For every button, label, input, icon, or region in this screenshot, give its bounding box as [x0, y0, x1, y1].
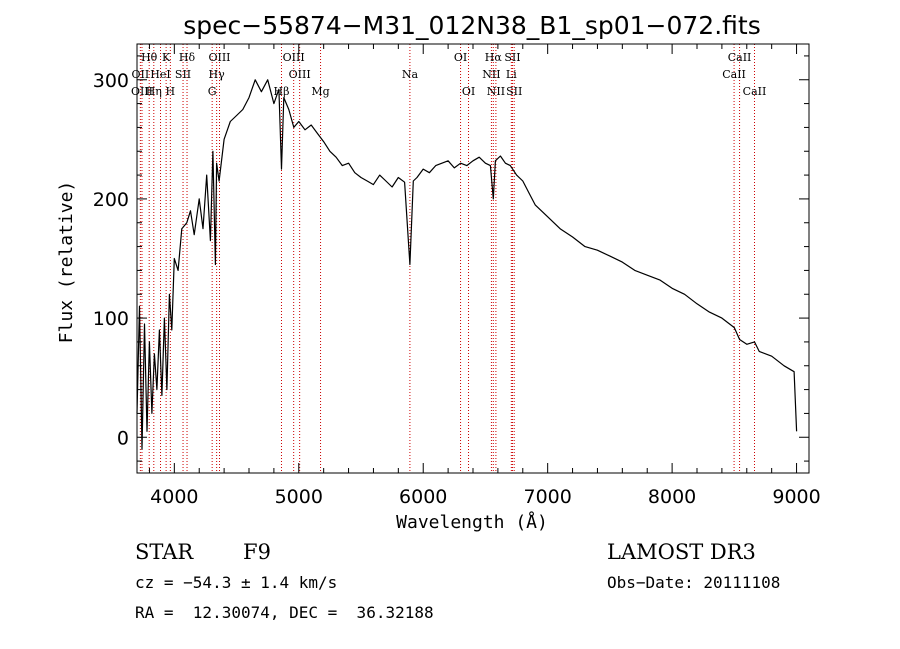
redshift-readout: cz = −54.3 ± 1.4 km/s	[135, 573, 338, 592]
line-label-8: CaII	[728, 51, 752, 64]
line-label-22: Hβ	[274, 85, 290, 98]
line-label-3: OIII	[208, 51, 230, 64]
y-tick-label-0: 0	[117, 427, 129, 449]
line-label-19: Hη	[146, 85, 162, 98]
line-label-1: K	[162, 51, 171, 64]
line-label-18: OIII	[131, 85, 153, 98]
line-label-16: Li	[506, 68, 517, 81]
x-tick-label-4: 8000	[648, 486, 696, 508]
line-label-11: SII	[175, 68, 191, 81]
line-label-21: G	[208, 85, 217, 98]
line-label-10: HeI	[150, 68, 170, 81]
x-tick-label-5: 9000	[772, 486, 820, 508]
observation-date: Obs−Date: 20111108	[607, 573, 781, 592]
line-markers	[139, 44, 755, 473]
chart-title: spec−55874−M31_012N38_B1_sp01−072.fits	[183, 11, 761, 40]
coordinates-readout: RA = 12.30074, DEC = 36.32188	[135, 603, 434, 622]
line-label-7: SII	[504, 51, 520, 64]
spectrum-line-0	[136, 79, 798, 450]
survey-name: LAMOST DR3	[607, 540, 756, 564]
spectrum-series	[136, 79, 798, 450]
x-tick-label-2: 6000	[399, 486, 447, 508]
line-label-13: OIII	[289, 68, 311, 81]
line-label-2: Hδ	[179, 51, 196, 64]
y-tick-label-1: 100	[93, 308, 129, 330]
x-tick-label-3: 7000	[523, 486, 571, 508]
line-label-14: Na	[402, 68, 419, 81]
y-tick-label-3: 300	[93, 70, 129, 92]
object-subclass: F9	[243, 540, 271, 564]
x-axis-ticks: 4000 5000 6000 7000 8000 9000	[148, 44, 821, 508]
line-label-4: OIII	[283, 51, 305, 64]
line-label-20: H	[166, 85, 176, 98]
y-axis-label: Flux (relative)	[56, 181, 77, 344]
object-class: STAR	[135, 540, 194, 564]
line-label-26: SII	[506, 85, 522, 98]
line-label-12: Hγ	[209, 68, 226, 81]
line-label-27: CaII	[743, 85, 767, 98]
plot-frame	[136, 43, 810, 474]
line-label-17: CaII	[722, 68, 746, 81]
x-axis-label: Wavelength (Å)	[396, 511, 548, 533]
line-label-24: OI	[462, 85, 475, 98]
line-label-9: OII	[132, 68, 150, 81]
line-label-5: OI	[454, 51, 467, 64]
line-label-25: NII	[487, 85, 505, 98]
x-tick-label-1: 5000	[275, 486, 323, 508]
line-label-15: NII	[482, 68, 500, 81]
y-axis-ticks: 0 100 200 300	[93, 55, 809, 462]
y-tick-label-2: 200	[93, 189, 129, 211]
line-label-6: Hα	[485, 51, 503, 64]
line-label-0: Hθ	[141, 51, 158, 64]
x-tick-label-0: 4000	[150, 486, 198, 508]
line-label-23: Mg	[311, 85, 329, 98]
